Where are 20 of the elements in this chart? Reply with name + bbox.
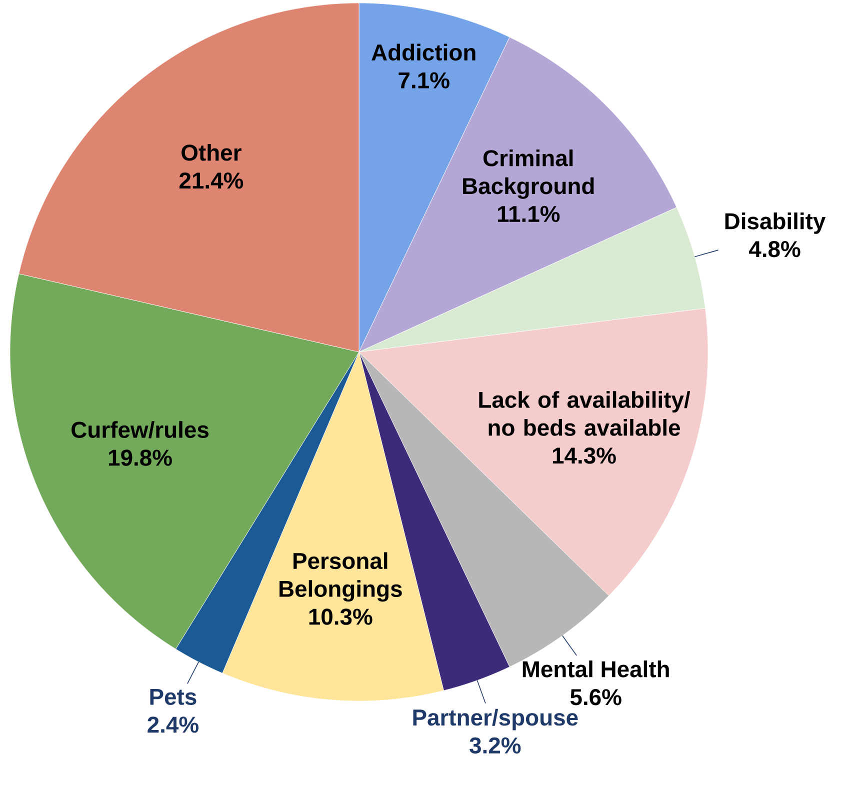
slice-label: Addiction <box>372 44 476 61</box>
slice-label: Pets <box>150 688 196 705</box>
slice-label: Mental Health <box>522 660 669 678</box>
data-label: 5.6% <box>570 689 622 706</box>
slice-label: Curfew/rules <box>72 421 208 438</box>
slice-label: Personal Belongings <box>280 552 402 602</box>
data-label: 19.8% <box>108 450 172 466</box>
data-label: 3.2% <box>470 737 521 754</box>
slice-label: Criminal Background <box>463 149 594 199</box>
data-label: 2.4% <box>148 716 198 733</box>
data-label: 4.8% <box>748 241 800 258</box>
slice-label: Lack of availability/ no beds available <box>479 391 690 436</box>
data-label: 7.1% <box>398 72 450 88</box>
slice-label: Other <box>182 144 242 161</box>
data-label: 11.1% <box>498 206 560 222</box>
data-label: 21.4% <box>180 172 244 189</box>
data-label: 10.3% <box>309 608 372 625</box>
slice-label: Partner/spouse <box>413 708 578 730</box>
slice-label: Disability <box>725 212 826 234</box>
data-label: 14.3% <box>552 448 616 464</box>
